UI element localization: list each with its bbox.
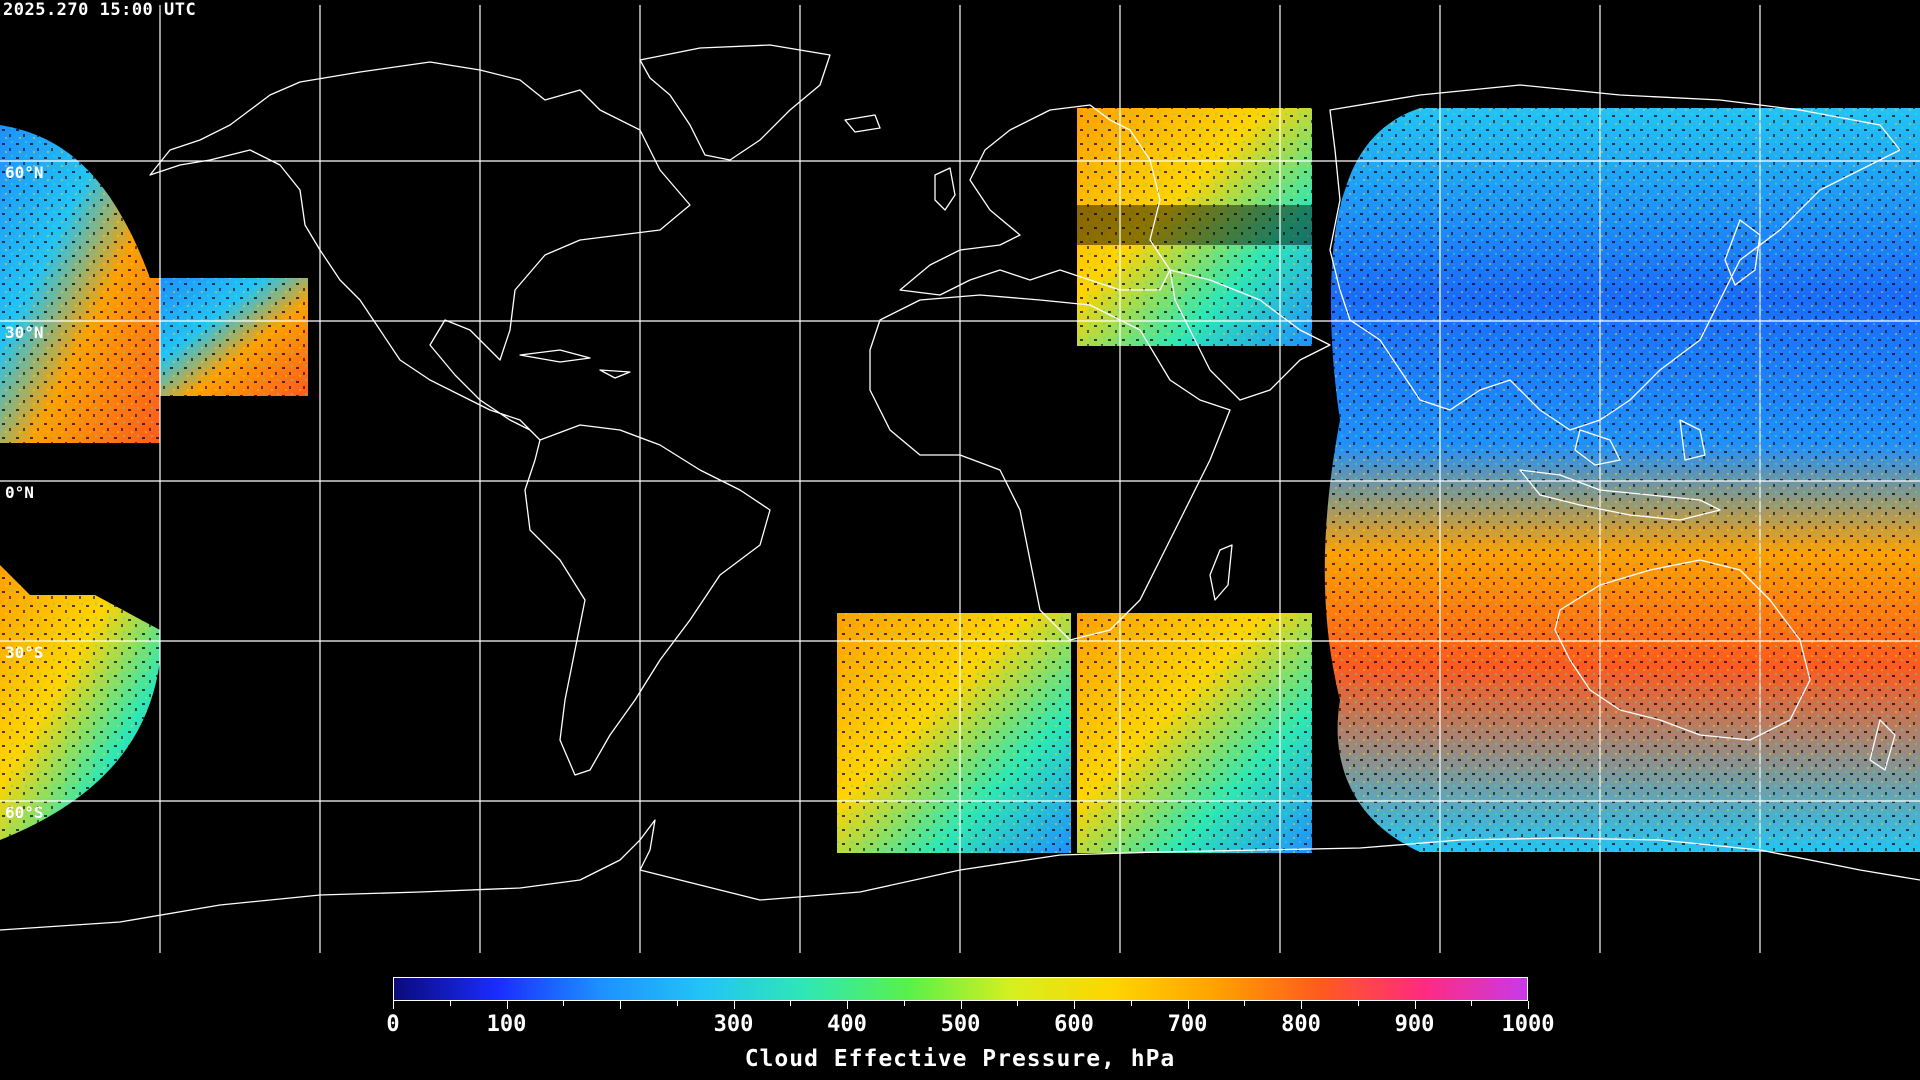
colorbar-minor-tick (676, 1001, 678, 1006)
coastlines (0, 44, 1920, 931)
coastline-arabia (1169, 269, 1331, 401)
colorbar-minor-tick (1357, 1001, 1359, 1006)
coastline-japan (1724, 219, 1761, 286)
colorbar-minor-tick (1244, 1001, 1246, 1006)
colorbar-minor-tick (563, 1001, 565, 1006)
coastline-antarctica (0, 819, 1920, 931)
colorbar-tick-label: 1000 (1501, 1012, 1555, 1037)
coastline-australia (1554, 559, 1811, 741)
colorbar-tick-label: 300 (713, 1012, 754, 1037)
coastline-greenland (639, 44, 831, 161)
colorbar-minor-tick (1130, 1001, 1132, 1006)
colorbar-tick-label: 400 (827, 1012, 867, 1037)
coastline-indonesia (1519, 469, 1721, 521)
colorbar-tick-label: 600 (1054, 1012, 1094, 1037)
colorbar-minor-tick (1187, 1001, 1189, 1009)
coastline-british-isles (934, 167, 956, 211)
graticule (0, 5, 1920, 953)
colorbar-minor-tick (620, 1001, 621, 1009)
colorbar-tick-label: 800 (1281, 1012, 1321, 1037)
colorbar-minor-tick (1414, 1001, 1416, 1009)
colorbar-minor-tick (1471, 1001, 1473, 1006)
colorbar-tick-label: 700 (1167, 1012, 1208, 1037)
coastline-south-america (524, 424, 771, 776)
colorbar-tick-label: 0 (386, 1012, 400, 1037)
colorbar-minor-tick (1017, 1001, 1019, 1006)
latitude-label-60s: 60°S (5, 803, 44, 822)
colorbar-minor-tick (790, 1001, 792, 1006)
colorbar-tick-label: 500 (940, 1012, 981, 1037)
world-map (0, 5, 1920, 953)
coastline-africa (869, 294, 1231, 641)
colorbar-minor-tick (506, 1001, 508, 1009)
colorbar-tick-label: 900 (1394, 1012, 1435, 1037)
coastline-madagascar (1209, 544, 1233, 601)
colorbar-title: Cloud Effective Pressure, hPa (744, 1046, 1176, 1072)
coastline-new-zealand (1869, 719, 1896, 771)
coastline-asia (1329, 84, 1901, 431)
latitude-label-0n: 0°N (5, 483, 34, 502)
colorbar-minor-tick (449, 1001, 451, 1006)
latitude-label-30s: 30°S (5, 643, 44, 662)
colorbar-minor-tick (393, 1001, 394, 1009)
latitude-label-30n: 30°N (5, 323, 44, 342)
colorbar-minor-tick (847, 1001, 848, 1009)
map-area[interactable]: 2025.270 15:00 UTC 60°N 30°N 0°N 30°S 60… (0, 0, 1920, 958)
colorbar-tick-label: 100 (486, 1012, 527, 1037)
latitude-label-60n: 60°N (5, 163, 44, 182)
colorbar-minor-tick (960, 1001, 962, 1009)
cloud-data-layer (0, 108, 1920, 853)
coastline-iceland (844, 114, 881, 133)
colorbar-minor-tick (903, 1001, 905, 1006)
timestamp: 2025.270 15:00 UTC (3, 0, 197, 20)
coastline-europe (899, 104, 1171, 296)
colorbar-minor-tick (1074, 1001, 1075, 1009)
colorbar-minor-tick (1528, 1001, 1529, 1009)
colorbar (393, 977, 1528, 1001)
colorbar-minor-tick (1301, 1001, 1302, 1009)
colorbar-minor-tick (733, 1001, 735, 1009)
